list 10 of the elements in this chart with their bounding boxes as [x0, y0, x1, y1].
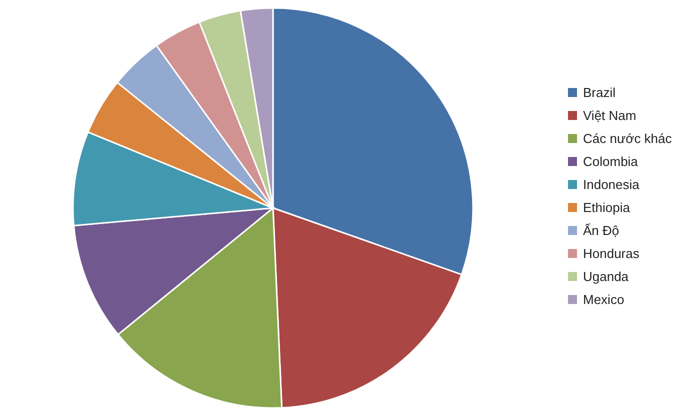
legend-label: Các nước khác: [583, 131, 672, 146]
legend-label: Ấn Độ: [583, 223, 620, 238]
legend-label: Colombia: [583, 154, 639, 169]
legend-label: Việt Nam: [583, 108, 636, 123]
legend-label: Honduras: [583, 246, 640, 261]
legend-label: Uganda: [583, 269, 630, 284]
legend-label: Brazil: [583, 85, 616, 100]
legend-label: Ethiopia: [583, 200, 631, 215]
legend-label: Indonesia: [583, 177, 640, 192]
legend-label: Mexico: [583, 292, 624, 307]
